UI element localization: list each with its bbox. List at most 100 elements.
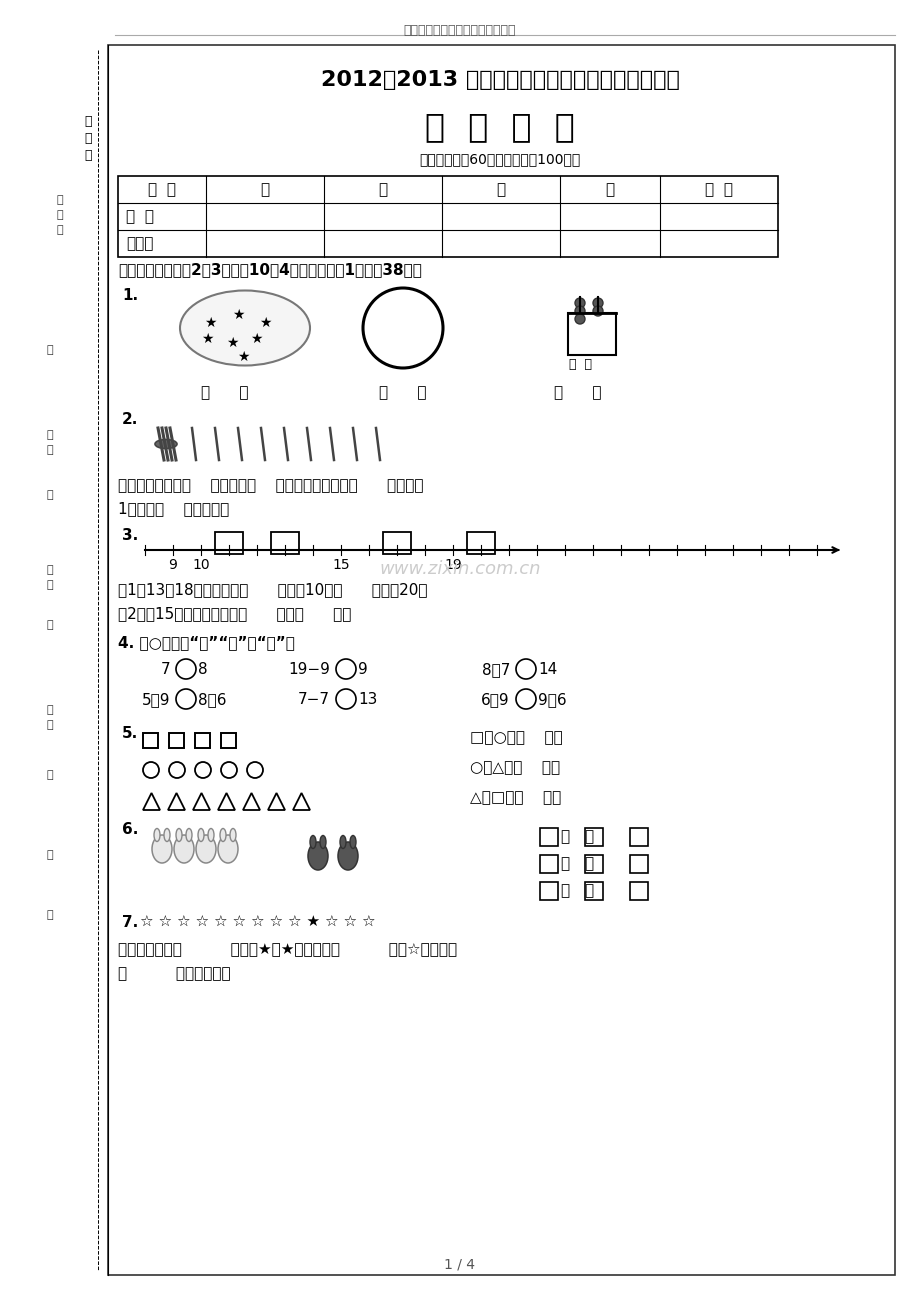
Text: （1）13和18这两个数，（      ）接近10，（      ）接近20。: （1）13和18这两个数，（ ）接近10，（ ）接近20。 [118,582,427,598]
Ellipse shape [180,290,310,366]
Text: 内: 内 [47,620,53,630]
Circle shape [574,306,584,316]
Text: www.zixin.com.cn: www.zixin.com.cn [379,560,540,578]
Text: 数  学  试  题: 数 学 试 题 [425,109,574,143]
Bar [539,881,558,900]
Text: 题: 题 [47,850,53,861]
Text: 学: 学 [47,704,53,715]
Text: 得  分: 得 分 [126,210,153,224]
Text: 1.: 1. [122,288,138,303]
Bar [108,46,894,1275]
Text: 封: 封 [85,132,92,145]
Text: 1 / 4: 1 / 4 [444,1258,475,1272]
Text: 15: 15 [332,559,349,572]
Circle shape [363,288,443,368]
Circle shape [593,306,602,316]
Text: 9）6: 9）6 [538,691,566,707]
Circle shape [176,659,196,680]
Text: ☆ ☆ ☆ ☆ ☆ ☆ ☆ ☆ ☆ ★ ☆ ☆ ☆: ☆ ☆ ☆ ☆ ☆ ☆ ☆ ☆ ☆ ★ ☆ ☆ ☆ [140,915,375,930]
Text: 19−9: 19−9 [288,661,330,677]
Text: 7: 7 [160,661,170,677]
Text: 9: 9 [168,559,177,572]
Bar [382,533,411,553]
Ellipse shape [337,842,357,870]
Text: ★: ★ [258,316,271,329]
Bar [630,855,647,874]
Text: ○比△少（    ）个: ○比△少（ ）个 [470,760,560,775]
Bar [215,533,243,553]
Ellipse shape [349,836,356,849]
Bar [584,855,602,874]
Ellipse shape [230,828,236,841]
Text: （考试时间：60分钟，总分：100分）: （考试时间：60分钟，总分：100分） [419,152,580,165]
Bar [567,312,616,355]
Bar [539,828,558,846]
Ellipse shape [308,842,328,870]
Circle shape [574,314,584,324]
Text: （2）和15相邻的两个数是（      ）和（      ）。: （2）和15相邻的两个数是（ ）和（ ）。 [118,605,351,621]
Text: ★: ★ [249,332,262,346]
Text: 6）9: 6）9 [481,691,509,707]
Text: 一、填一填。（第2题3分，第10题4分，其余每空1分。全38分）: 一、填一填。（第2题3分，第10题4分，其余每空1分。全38分） [118,262,422,277]
Circle shape [593,298,602,309]
Text: 苏教版一年级数学上册期末测试卷: 苏教版一年级数学上册期末测试卷 [403,23,516,36]
Ellipse shape [218,835,238,863]
Text: －: － [560,883,569,898]
Text: 3.: 3. [122,529,138,543]
Ellipse shape [152,835,172,863]
Text: 试: 试 [57,210,63,220]
Text: 号: 号 [57,225,63,234]
Text: 核分人: 核分人 [126,236,153,251]
Text: 8: 8 [198,661,208,677]
Bar [584,828,602,846]
Ellipse shape [154,440,176,448]
Text: 考: 考 [57,195,63,204]
Bar [467,533,494,553]
Bar [221,733,236,749]
Text: 四: 四 [605,182,614,197]
Text: 5）9: 5）9 [142,691,170,707]
Bar [539,855,558,874]
Ellipse shape [320,836,325,849]
Text: ★: ★ [232,309,244,322]
Text: 19: 19 [444,559,461,572]
Text: 8）7: 8）7 [482,661,509,677]
Circle shape [142,762,159,779]
Text: 4. 在○里填上“＞”“＜”或“＝”。: 4. 在○里填上“＞”“＜”或“＝”。 [118,635,295,650]
Text: 1根就是（    ）根小棒。: 1根就是（ ）根小棒。 [118,501,229,516]
Circle shape [221,762,237,779]
Text: 14: 14 [538,661,557,677]
Ellipse shape [186,828,192,841]
Text: 不: 不 [47,345,53,355]
Text: 姓: 姓 [47,430,53,440]
Text: 10: 10 [192,559,210,572]
Text: ＋: ＋ [560,829,569,844]
Text: △比□多（    ）个: △比□多（ ）个 [470,790,561,805]
Circle shape [195,762,210,779]
Ellipse shape [176,828,182,841]
Text: ★: ★ [236,350,249,365]
Text: 级: 级 [47,910,53,921]
Text: 2.: 2. [122,411,138,427]
Bar [630,881,647,900]
Text: 6.: 6. [122,822,138,837]
Text: ＝: ＝ [584,855,593,871]
Circle shape [176,689,196,710]
Text: －: － [560,855,569,871]
Bar [271,533,299,553]
Ellipse shape [340,836,346,849]
Text: 线: 线 [85,148,92,161]
Text: 13: 13 [357,691,377,707]
Circle shape [335,689,356,710]
Text: （          ）个五角星。: （ ）个五角星。 [118,966,231,980]
Text: 8）6: 8）6 [198,691,226,707]
Ellipse shape [220,828,226,841]
Circle shape [516,689,536,710]
Ellipse shape [164,828,170,841]
Text: （      ）: （ ） [201,385,248,400]
Text: 级: 级 [47,579,53,590]
Bar [630,828,647,846]
Bar [118,176,777,256]
Text: 题  号: 题 号 [148,182,176,197]
Text: 十  个: 十 个 [568,358,591,371]
